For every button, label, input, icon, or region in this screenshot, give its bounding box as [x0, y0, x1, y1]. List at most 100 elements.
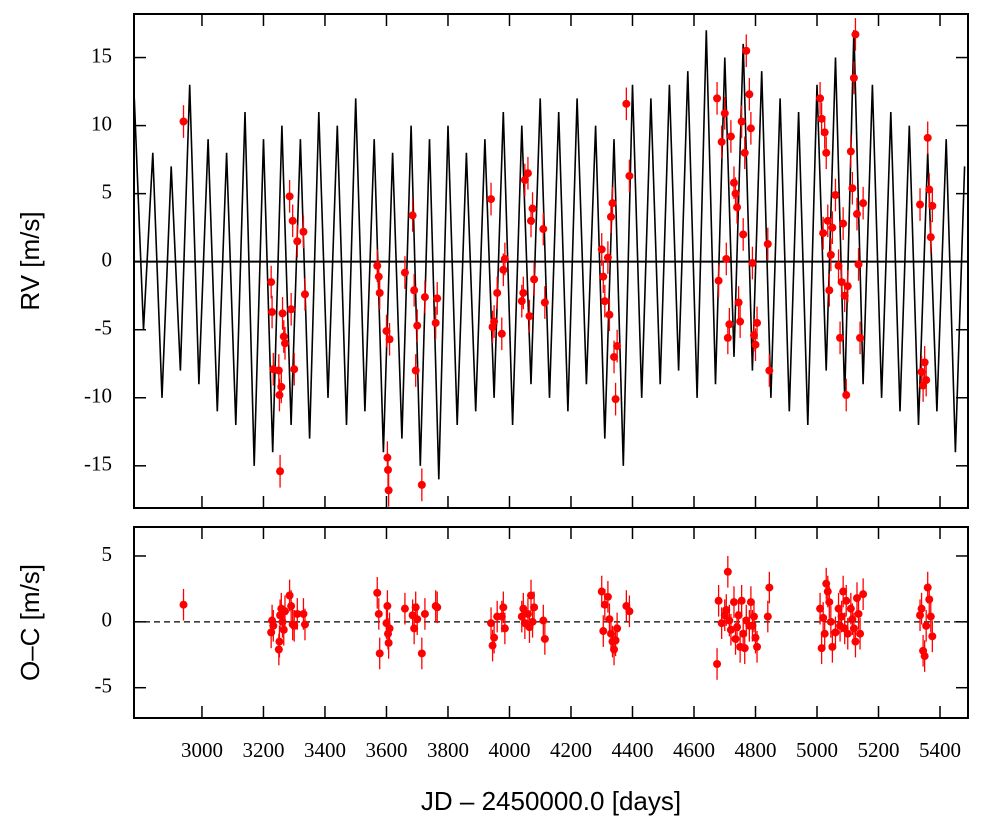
data-point	[742, 46, 751, 55]
data-point	[843, 629, 852, 638]
data-point	[820, 128, 829, 137]
data-point	[385, 335, 394, 344]
data-point	[859, 199, 868, 208]
data-point	[525, 312, 534, 321]
data-point	[384, 638, 393, 647]
data-point	[383, 602, 392, 611]
data-point	[819, 613, 828, 622]
x-tick-label: 3400	[304, 738, 346, 762]
data-point	[500, 624, 509, 633]
data-point	[749, 612, 758, 621]
data-point	[817, 644, 826, 653]
data-point	[433, 603, 442, 612]
data-point	[276, 467, 285, 476]
data-point	[917, 604, 926, 613]
y-tick-label: 5	[102, 542, 113, 566]
data-point	[384, 465, 393, 474]
data-point	[375, 649, 384, 658]
y-tick-label: 0	[102, 247, 113, 271]
data-point	[923, 583, 932, 592]
data-point	[287, 305, 296, 314]
data-point	[597, 587, 606, 596]
y-tick-label: -5	[95, 674, 113, 698]
x-tick-label: 5200	[858, 738, 900, 762]
data-point	[843, 282, 852, 291]
data-point	[499, 265, 508, 274]
data-point	[400, 268, 409, 277]
data-point	[605, 615, 614, 624]
data-point	[746, 124, 755, 133]
data-point	[922, 376, 931, 385]
data-point	[500, 254, 509, 263]
data-point	[373, 588, 382, 597]
data-point	[417, 649, 426, 658]
data-point	[849, 73, 858, 82]
data-point	[606, 212, 615, 221]
data-point	[413, 321, 422, 330]
data-point	[816, 94, 825, 103]
data-point	[925, 185, 934, 194]
data-point	[713, 659, 722, 668]
x-tick-label: 4800	[735, 738, 777, 762]
x-axis-label: JD – 2450000.0 [days]	[421, 786, 681, 816]
x-tick-label: 3000	[181, 738, 223, 762]
data-point	[928, 201, 937, 210]
model-curve	[134, 30, 966, 480]
data-point	[848, 615, 857, 624]
data-point	[527, 216, 536, 225]
data-point	[856, 333, 865, 342]
data-point	[490, 633, 499, 642]
data-point	[300, 620, 309, 629]
y-tick-label: -10	[84, 384, 112, 408]
data-point	[840, 291, 849, 300]
data-point	[733, 203, 742, 212]
x-tick-label: 5000	[796, 738, 838, 762]
data-point	[928, 632, 937, 641]
data-point	[740, 644, 749, 653]
data-point	[597, 245, 606, 254]
data-point	[825, 598, 834, 607]
data-point	[269, 621, 278, 630]
x-tick-label: 5400	[919, 738, 961, 762]
data-point	[411, 366, 420, 375]
data-point	[828, 223, 837, 232]
data-point	[539, 225, 548, 234]
data-point	[528, 204, 537, 213]
data-point	[923, 133, 932, 142]
data-point	[433, 294, 442, 303]
data-point	[737, 117, 746, 126]
data-point	[625, 171, 634, 180]
x-tick-label: 3200	[242, 738, 284, 762]
data-point	[420, 293, 429, 302]
data-point	[279, 625, 288, 634]
data-point	[722, 605, 731, 614]
data-point	[753, 642, 762, 651]
data-point	[277, 382, 286, 391]
data-point	[497, 329, 506, 338]
data-point	[530, 603, 539, 612]
data-point	[530, 275, 539, 284]
data-point	[410, 624, 419, 633]
data-point	[431, 318, 440, 327]
data-point	[851, 637, 860, 646]
data-point	[527, 591, 536, 600]
data-point	[608, 199, 617, 208]
data-point	[819, 229, 828, 238]
data-point	[839, 219, 848, 228]
data-point	[722, 254, 731, 263]
data-point	[720, 109, 729, 118]
data-point	[842, 391, 851, 400]
data-point	[837, 612, 846, 621]
data-point	[528, 617, 537, 626]
data-point	[384, 486, 393, 495]
data-point	[753, 318, 762, 327]
data-point	[611, 636, 620, 645]
data-point	[828, 642, 837, 651]
data-point	[605, 310, 614, 319]
data-point	[299, 609, 308, 618]
data-point	[846, 604, 855, 613]
data-point	[385, 624, 394, 633]
